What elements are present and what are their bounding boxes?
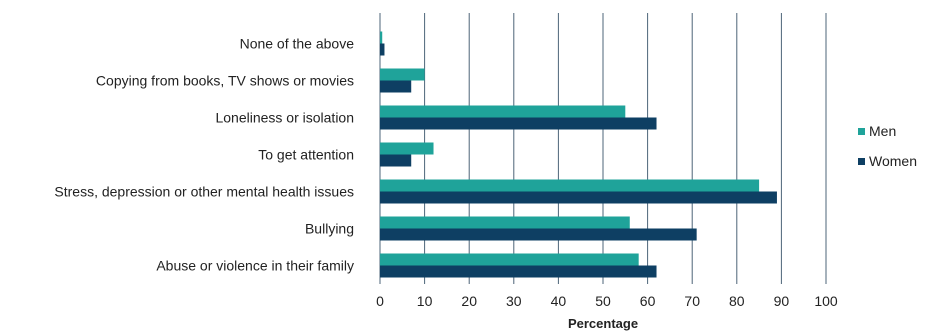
legend-label-women: Women <box>869 153 917 169</box>
bar-men <box>380 216 630 229</box>
bar-men <box>380 68 425 81</box>
grid-lines <box>379 13 827 284</box>
x-tick-label: 0 <box>376 293 384 309</box>
bar-women <box>380 265 657 278</box>
category-labels: None of the above Copying from books, TV … <box>54 36 354 274</box>
x-tick-label: 70 <box>684 293 700 309</box>
x-tick-labels: 0 10 20 30 40 50 60 70 80 90 100 <box>376 293 838 309</box>
bar-women <box>380 228 697 241</box>
bar-men <box>380 179 760 192</box>
bar-men <box>380 105 626 118</box>
category-label: None of the above <box>240 36 355 52</box>
bar-women <box>380 43 385 56</box>
bar-men <box>380 31 383 44</box>
x-tick-label: 90 <box>774 293 790 309</box>
bar-women <box>380 191 777 204</box>
category-label: To get attention <box>258 147 354 163</box>
x-tick-label: 50 <box>595 293 611 309</box>
legend-swatch-men <box>858 128 865 135</box>
category-label: Abuse or violence in their family <box>156 258 354 274</box>
x-tick-label: 10 <box>417 293 433 309</box>
bar-men <box>380 142 434 155</box>
bars <box>380 31 777 278</box>
category-label: Stress, depression or other mental healt… <box>54 184 354 200</box>
bar-men <box>380 253 639 266</box>
legend: Men Women <box>858 123 917 169</box>
legend-swatch-women <box>858 158 865 165</box>
x-tick-label: 100 <box>814 293 838 309</box>
x-tick-label: 20 <box>461 293 477 309</box>
category-label: Loneliness or isolation <box>215 110 354 126</box>
bar-women <box>380 80 412 93</box>
bar-women <box>380 154 412 167</box>
x-tick-label: 40 <box>551 293 567 309</box>
category-label: Copying from books, TV shows or movies <box>96 73 354 89</box>
x-tick-label: 60 <box>640 293 656 309</box>
x-tick-label: 30 <box>506 293 522 309</box>
category-label: Bullying <box>305 221 354 237</box>
x-tick-label: 80 <box>729 293 745 309</box>
bar-women <box>380 117 657 130</box>
x-axis-title: Percentage <box>568 316 638 331</box>
legend-label-men: Men <box>869 123 896 139</box>
